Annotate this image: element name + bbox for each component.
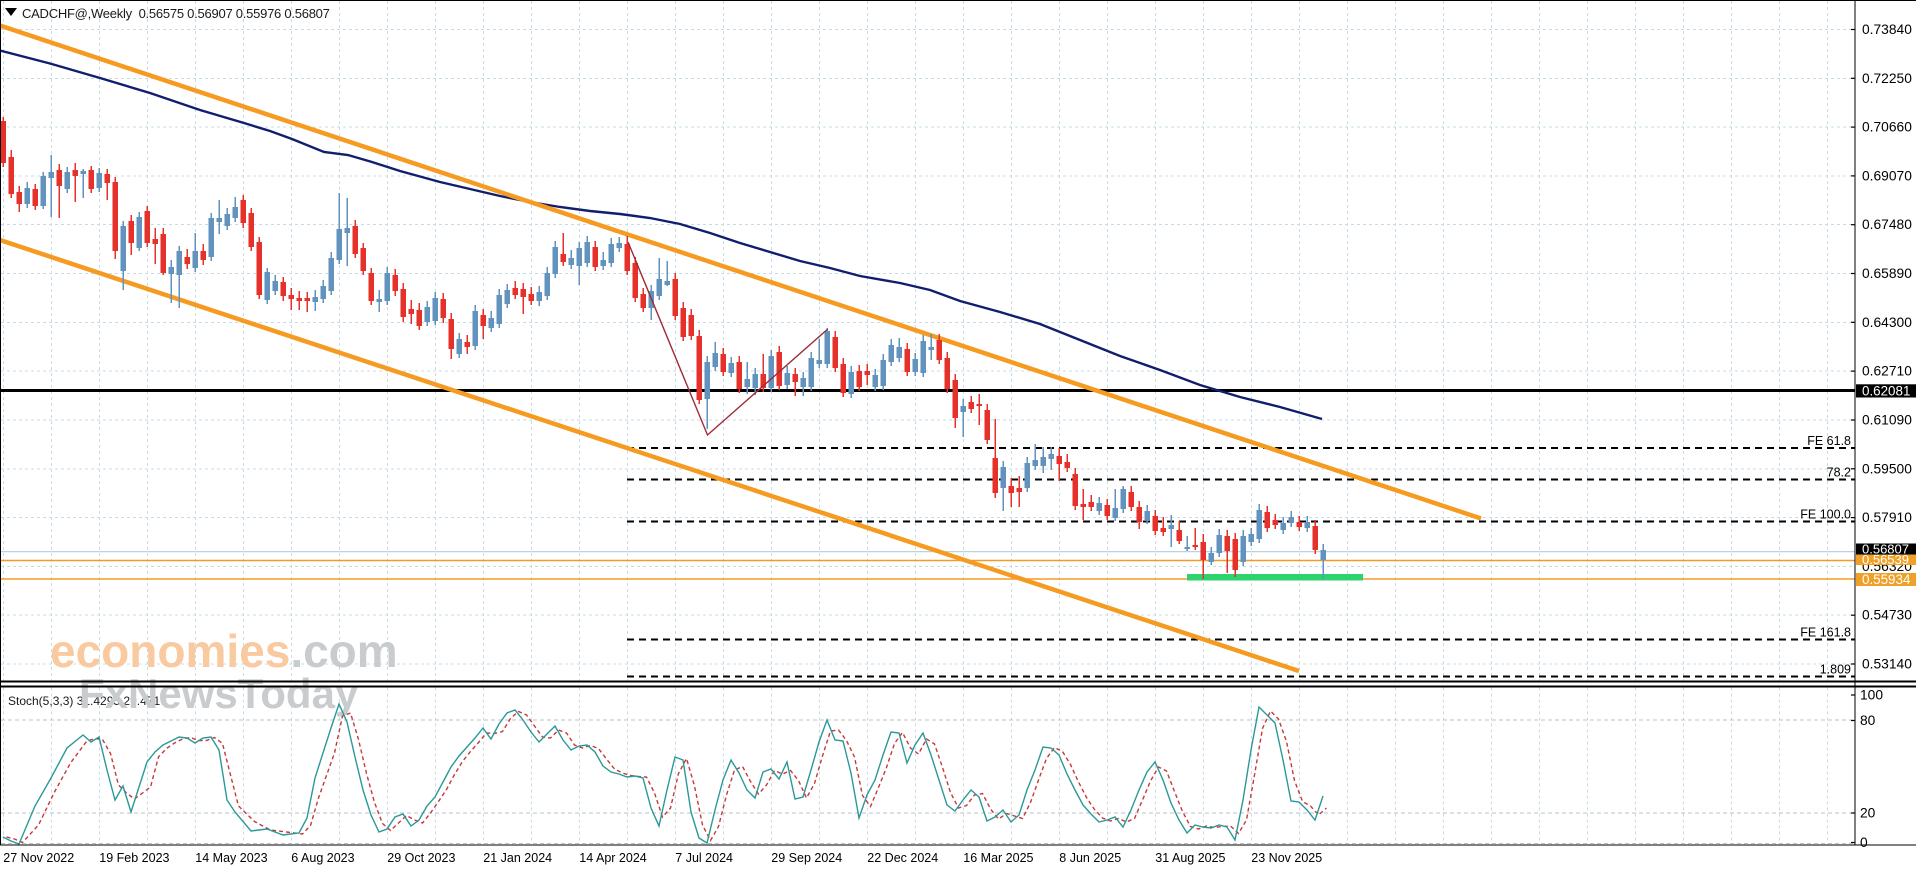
svg-text:0.64300: 0.64300 <box>1862 315 1912 330</box>
svg-text:FE 100.0: FE 100.0 <box>1800 508 1851 522</box>
svg-text:21 Jan 2024: 21 Jan 2024 <box>483 851 552 865</box>
svg-text:economies.com: economies.com <box>50 625 398 677</box>
svg-text:80: 80 <box>1860 713 1876 728</box>
svg-text:0.53140: 0.53140 <box>1862 657 1912 672</box>
svg-text:0.56807: 0.56807 <box>1862 541 1909 556</box>
svg-text:29 Sep 2024: 29 Sep 2024 <box>771 851 842 865</box>
svg-text:27 Nov 2022: 27 Nov 2022 <box>3 851 74 865</box>
svg-text:20: 20 <box>1860 806 1876 821</box>
svg-text:78.2: 78.2 <box>1827 466 1851 480</box>
svg-text:19 Feb 2023: 19 Feb 2023 <box>99 851 169 865</box>
svg-text:CADCHF@,Weekly 0.56575 0.5690: CADCHF@,Weekly 0.56575 0.56907 0.55976 0… <box>22 6 330 21</box>
svg-text:0.57910: 0.57910 <box>1862 510 1912 525</box>
svg-text:29 Oct 2023: 29 Oct 2023 <box>387 851 455 865</box>
svg-text:0.69070: 0.69070 <box>1862 168 1912 183</box>
svg-text:0.73840: 0.73840 <box>1862 22 1912 37</box>
svg-text:0.65890: 0.65890 <box>1862 266 1912 281</box>
svg-text:22 Dec 2024: 22 Dec 2024 <box>867 851 938 865</box>
svg-text:100: 100 <box>1860 688 1883 703</box>
svg-text:FE 161.8: FE 161.8 <box>1800 626 1851 640</box>
svg-text:0.72250: 0.72250 <box>1862 71 1912 86</box>
svg-text:8 Jun 2025: 8 Jun 2025 <box>1059 851 1121 865</box>
svg-text:14 Apr 2024: 14 Apr 2024 <box>579 851 646 865</box>
svg-text:0.55934: 0.55934 <box>1862 572 1911 587</box>
svg-text:31 Aug 2025: 31 Aug 2025 <box>1155 851 1225 865</box>
svg-text:6 Aug 2023: 6 Aug 2023 <box>291 851 354 865</box>
svg-text:1.809: 1.809 <box>1820 663 1851 677</box>
svg-text:FE 61.8: FE 61.8 <box>1807 434 1851 448</box>
svg-text:0.54730: 0.54730 <box>1862 608 1912 623</box>
svg-text:Stoch(5,3,3) 31.4295 29.4717: Stoch(5,3,3) 31.4295 29.4717 <box>8 694 167 708</box>
svg-text:16 Mar 2025: 16 Mar 2025 <box>963 851 1033 865</box>
svg-text:0.61090: 0.61090 <box>1862 413 1912 428</box>
svg-text:FxNewsToday: FxNewsToday <box>79 670 359 717</box>
svg-text:0.59500: 0.59500 <box>1862 461 1912 476</box>
svg-text:0.56539: 0.56539 <box>1862 552 1909 567</box>
svg-text:0: 0 <box>1860 835 1868 850</box>
svg-text:0.62710: 0.62710 <box>1862 364 1912 379</box>
svg-text:14 May 2023: 14 May 2023 <box>195 851 267 865</box>
svg-text:0.62081: 0.62081 <box>1862 384 1910 399</box>
svg-text:0.67480: 0.67480 <box>1862 217 1912 232</box>
svg-text:23 Nov 2025: 23 Nov 2025 <box>1251 851 1322 865</box>
svg-text:0.70660: 0.70660 <box>1862 120 1912 135</box>
svg-text:7 Jul 2024: 7 Jul 2024 <box>675 851 733 865</box>
